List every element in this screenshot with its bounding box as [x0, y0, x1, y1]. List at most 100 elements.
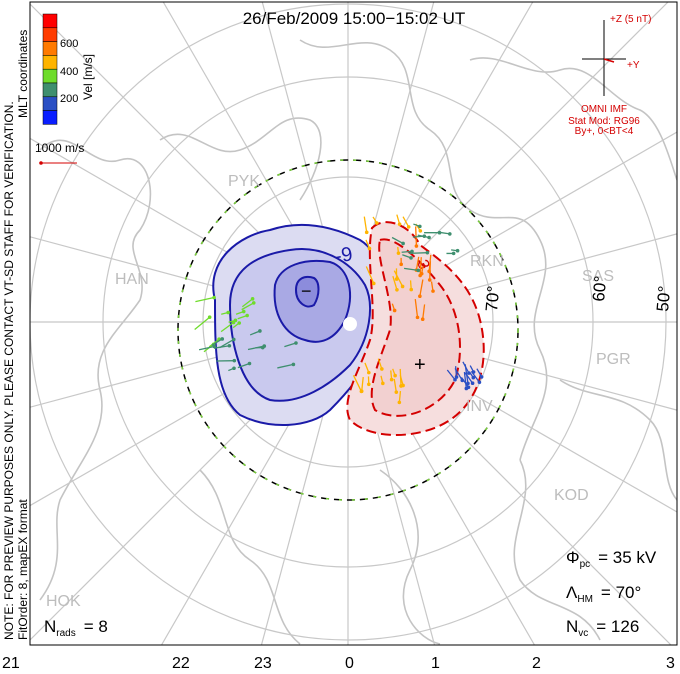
velocity-vector — [213, 345, 230, 349]
n-vc-stat: Nvc = 126 — [566, 617, 639, 639]
imf-clock-dial — [582, 20, 626, 96]
velocity-vector — [412, 235, 425, 238]
velocity-vector-origin — [359, 389, 364, 393]
velocity-vector-origin — [418, 294, 422, 299]
velocity-vector-origin — [241, 309, 246, 314]
velocity-vector — [408, 252, 428, 255]
lat-label-70: 70° — [482, 285, 503, 312]
station-labels: PYK HAN RKN SAS PGR INV KOD HOK — [46, 173, 631, 610]
imf-source: OMNI IMF — [581, 104, 627, 115]
velocity-vector-origin — [394, 390, 399, 394]
velocity-vector-origin — [232, 358, 237, 363]
velocity-vector-origin — [422, 234, 427, 238]
velocity-vector — [195, 296, 215, 303]
velocity-vector-origin — [409, 256, 413, 260]
velocity-vector-origin — [427, 269, 431, 274]
mlt-label: 1 — [431, 655, 440, 672]
velocity-vector-origin — [414, 244, 419, 248]
pole-marker — [343, 317, 357, 331]
mlt-label: 0 — [345, 655, 354, 672]
velocity-vector-origin — [381, 381, 385, 386]
velocity-vector-origin — [470, 381, 475, 386]
colorbar-segment — [42, 55, 58, 70]
colorbar-segment — [42, 13, 58, 29]
velocity-vector — [237, 362, 250, 369]
colorbar-tick-400: 400 — [60, 66, 78, 78]
velocity-vector-origin — [409, 287, 414, 292]
colorbar-segment — [42, 41, 58, 56]
potential-maximum-marker: + — [414, 354, 426, 376]
velocity-vector-origin — [291, 362, 296, 367]
velocity-vector-origin — [451, 251, 456, 256]
lat-lon-grid — [30, 2, 677, 645]
station-rkn: RKN — [470, 253, 504, 270]
velocity-vector-origin — [397, 400, 402, 405]
velocity-vector — [419, 279, 424, 297]
velocity-vector — [277, 363, 294, 369]
velocity-vector-origin — [294, 341, 298, 345]
velocity-vector-origin — [245, 313, 249, 318]
velocity-vector-origin — [431, 289, 435, 293]
station-inv: INV — [466, 398, 493, 415]
velocity-vector-origin — [466, 385, 471, 390]
velocity-vector — [454, 366, 458, 378]
velocity-vector — [414, 299, 419, 318]
mlt-label: 21 — [2, 655, 20, 672]
station-hok: HOK — [46, 593, 81, 610]
velocity-vector-origin — [207, 315, 212, 320]
mlt-label: 22 — [172, 655, 190, 672]
velocity-vector-origin — [467, 371, 471, 375]
colorbar-segment — [42, 82, 58, 98]
velocity-vector — [365, 266, 375, 284]
velocity-vector — [241, 302, 255, 311]
station-han: HAN — [115, 271, 149, 288]
velocity-vector-origin — [418, 273, 422, 278]
velocity-vector-origin — [237, 321, 242, 325]
velocity-vector-origin — [380, 367, 384, 371]
velocity-vector-origin — [397, 222, 402, 226]
coordinates-label: MLT coordinates — [16, 30, 30, 118]
velocity-vector-origin — [406, 225, 411, 229]
velocity-vector — [463, 371, 467, 389]
velocity-vector-origin — [389, 377, 394, 382]
mlt-label: 2 — [532, 655, 541, 672]
colorbar-tick-200: 200 — [60, 93, 78, 105]
velocity-vector-origin — [415, 315, 420, 320]
velocity-vector-origin — [454, 375, 459, 379]
velocity-vector — [439, 231, 450, 235]
velocity-vector — [446, 369, 456, 381]
velocity-vector-origin — [396, 251, 401, 255]
station-pyk: PYK — [228, 173, 260, 190]
velocity-vector-origin — [232, 366, 236, 371]
velocity-vector — [419, 257, 422, 276]
velocity-vector-origin — [392, 308, 397, 313]
preview-note: NOTE: FOR PREVIEW PURPOSES ONLY. PLEASE … — [2, 101, 16, 640]
velocity-vector-origin — [394, 277, 399, 281]
velocity-vector — [377, 358, 383, 370]
velocity-vector — [393, 378, 397, 393]
plot-frame — [29, 1, 678, 646]
colorbar-segment — [42, 68, 58, 84]
velocity-vector — [284, 342, 297, 348]
velocity-vector-origin — [371, 281, 376, 286]
velocity-vector-origin — [401, 241, 405, 246]
velocity-vector — [415, 256, 420, 271]
velocity-vector-origin — [250, 297, 255, 301]
velocity-vector-origin — [231, 337, 236, 342]
velocity-vector — [211, 338, 223, 346]
velocity-vector — [398, 391, 402, 403]
velocity-vector — [352, 375, 362, 392]
velocity-vector-origin — [453, 377, 457, 382]
velocity-vector-origin — [420, 317, 425, 321]
velocity-vector — [393, 270, 404, 287]
velocity-vector-origin — [367, 246, 372, 251]
reference-vector-dot — [39, 161, 43, 165]
colorbar-tick-600: 600 — [60, 38, 78, 50]
colorbar-segment — [42, 96, 58, 111]
velocity-vector-origin — [460, 378, 465, 383]
colorbar-label: Vel [m/s] — [81, 54, 95, 100]
velocity-vector-origin — [231, 320, 236, 325]
velocity-vector — [363, 216, 368, 233]
velocity-vector-origin — [471, 370, 476, 374]
